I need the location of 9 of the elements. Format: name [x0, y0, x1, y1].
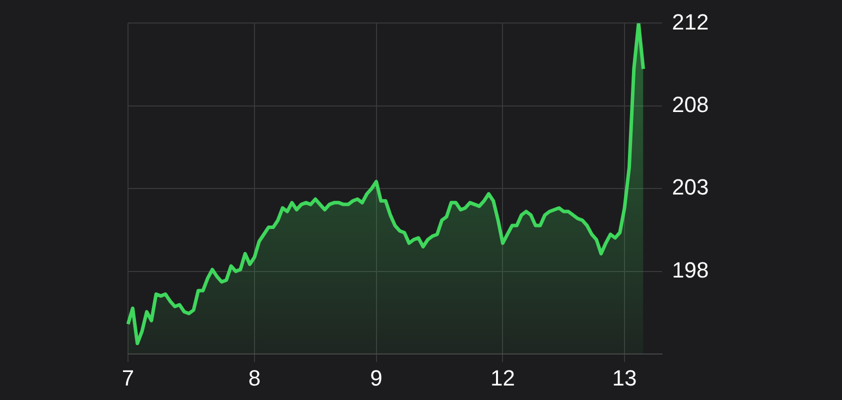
y-tick-label: 212	[672, 9, 709, 34]
x-tick-label: 12	[490, 365, 515, 390]
x-tick-label: 8	[248, 365, 261, 390]
x-tick-label: 9	[370, 365, 382, 390]
y-tick-label: 198	[672, 257, 709, 282]
y-tick-label: 203	[672, 174, 709, 200]
x-tick-label: 7	[122, 365, 134, 390]
x-tick-label: 13	[612, 365, 637, 390]
y-tick-label: 208	[672, 92, 709, 117]
